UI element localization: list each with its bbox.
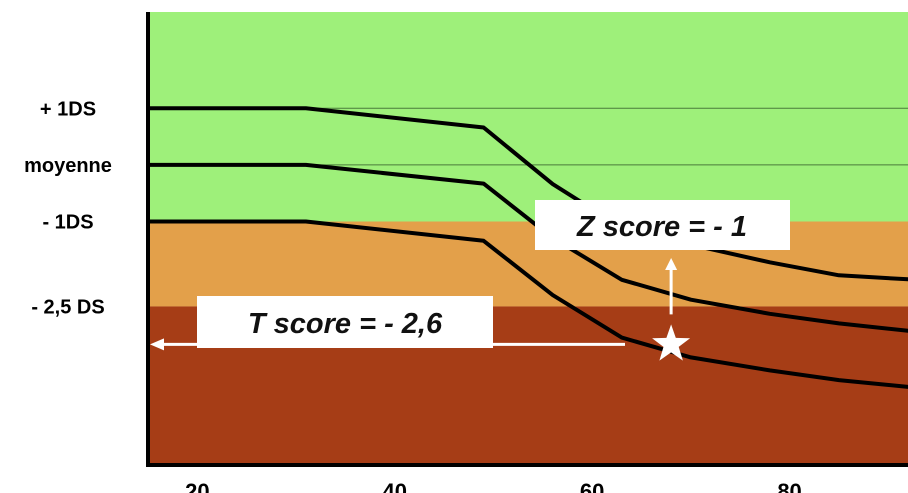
zone-1 xyxy=(148,221,908,307)
z-score-label: Z score = - 1 xyxy=(576,211,747,243)
y-level-label: - 1DS xyxy=(42,212,93,234)
x-tick-label: 80 xyxy=(777,479,801,493)
x-tick-label: 20 xyxy=(185,479,209,493)
curve-1 xyxy=(146,162,908,333)
y-level-label: - 2,5 DS xyxy=(31,296,104,318)
patient-point-star xyxy=(652,324,691,361)
z-score-arrow-head xyxy=(665,258,678,270)
z-score-box xyxy=(535,200,790,250)
zones-layer xyxy=(148,12,908,465)
y-level-label: moyenne xyxy=(24,155,112,177)
curve-2 xyxy=(146,219,908,389)
x-tick-label: 40 xyxy=(383,479,407,493)
annotations-layer: Z score = - 1 T score = - 2,6 xyxy=(150,200,790,361)
t-score-arrow-head xyxy=(150,338,164,351)
axes-layer xyxy=(146,12,908,467)
t-score-label: T score = - 2,6 xyxy=(248,308,443,340)
zone-0 xyxy=(148,12,908,222)
t-score-box xyxy=(197,296,493,348)
labels-layer: + 1DS moyenne - 1DS - 2,5 DS 20 40 60 80 xyxy=(24,98,802,493)
x-tick-label: 60 xyxy=(580,479,604,493)
y-level-label: + 1DS xyxy=(40,98,96,120)
